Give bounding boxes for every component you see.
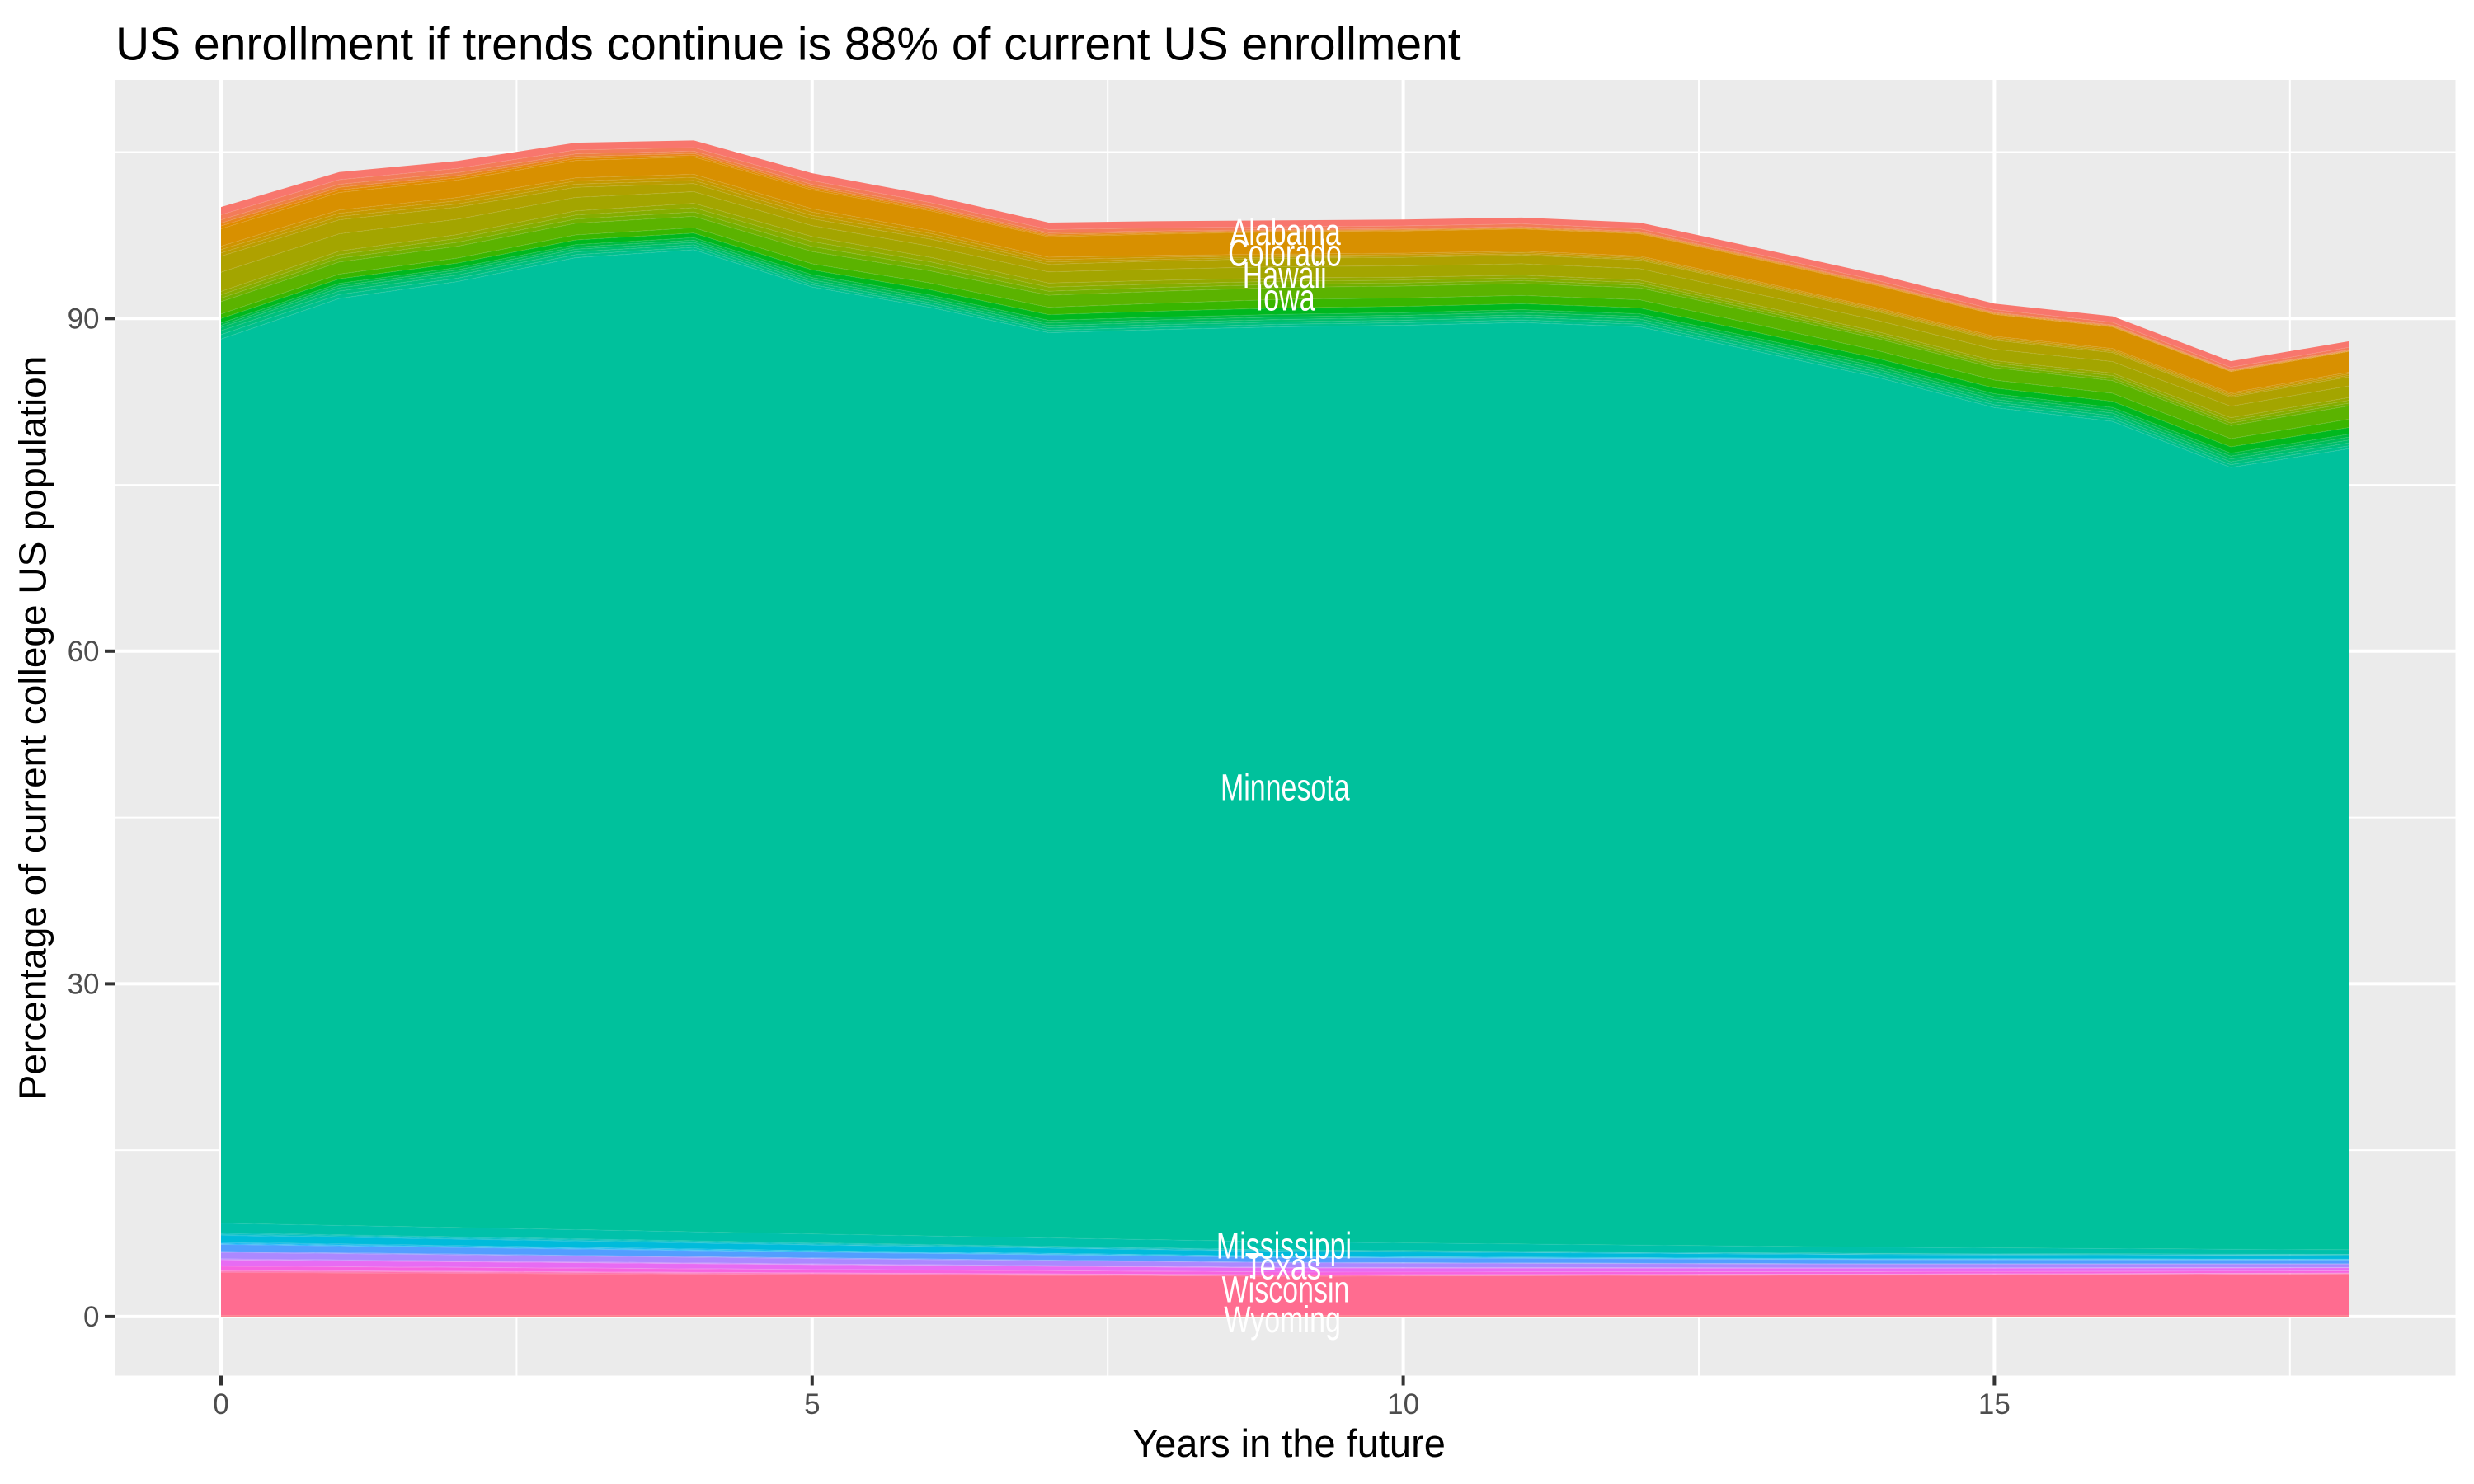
svg-text:US enrollment if trends contin: US enrollment if trends continue is 88% … [115,18,1461,71]
svg-text:Percentage of current college: Percentage of current college US populat… [12,356,54,1101]
svg-text:Mississippi: Mississippi [1216,1225,1352,1267]
svg-text:5: 5 [804,1388,820,1421]
svg-text:60: 60 [68,636,100,668]
svg-text:Minnesota: Minnesota [1221,767,1350,809]
svg-text:Alabama: Alabama [1230,211,1342,253]
svg-text:Wisconsin: Wisconsin [1222,1269,1350,1311]
svg-text:Iowa: Iowa [1256,277,1316,319]
svg-text:0: 0 [213,1388,228,1421]
svg-text:90: 90 [68,303,100,335]
svg-text:10: 10 [1387,1388,1419,1421]
svg-text:Texas: Texas [1245,1246,1322,1288]
svg-text:0: 0 [83,1301,99,1333]
svg-text:Hawaii: Hawaii [1243,254,1327,296]
svg-text:15: 15 [1978,1388,2011,1421]
svg-text:Wyoming: Wyoming [1224,1298,1341,1341]
svg-text:30: 30 [68,968,100,1000]
svg-text:Years in the future: Years in the future [1132,1421,1446,1465]
svg-text:Colorado: Colorado [1228,232,1342,275]
